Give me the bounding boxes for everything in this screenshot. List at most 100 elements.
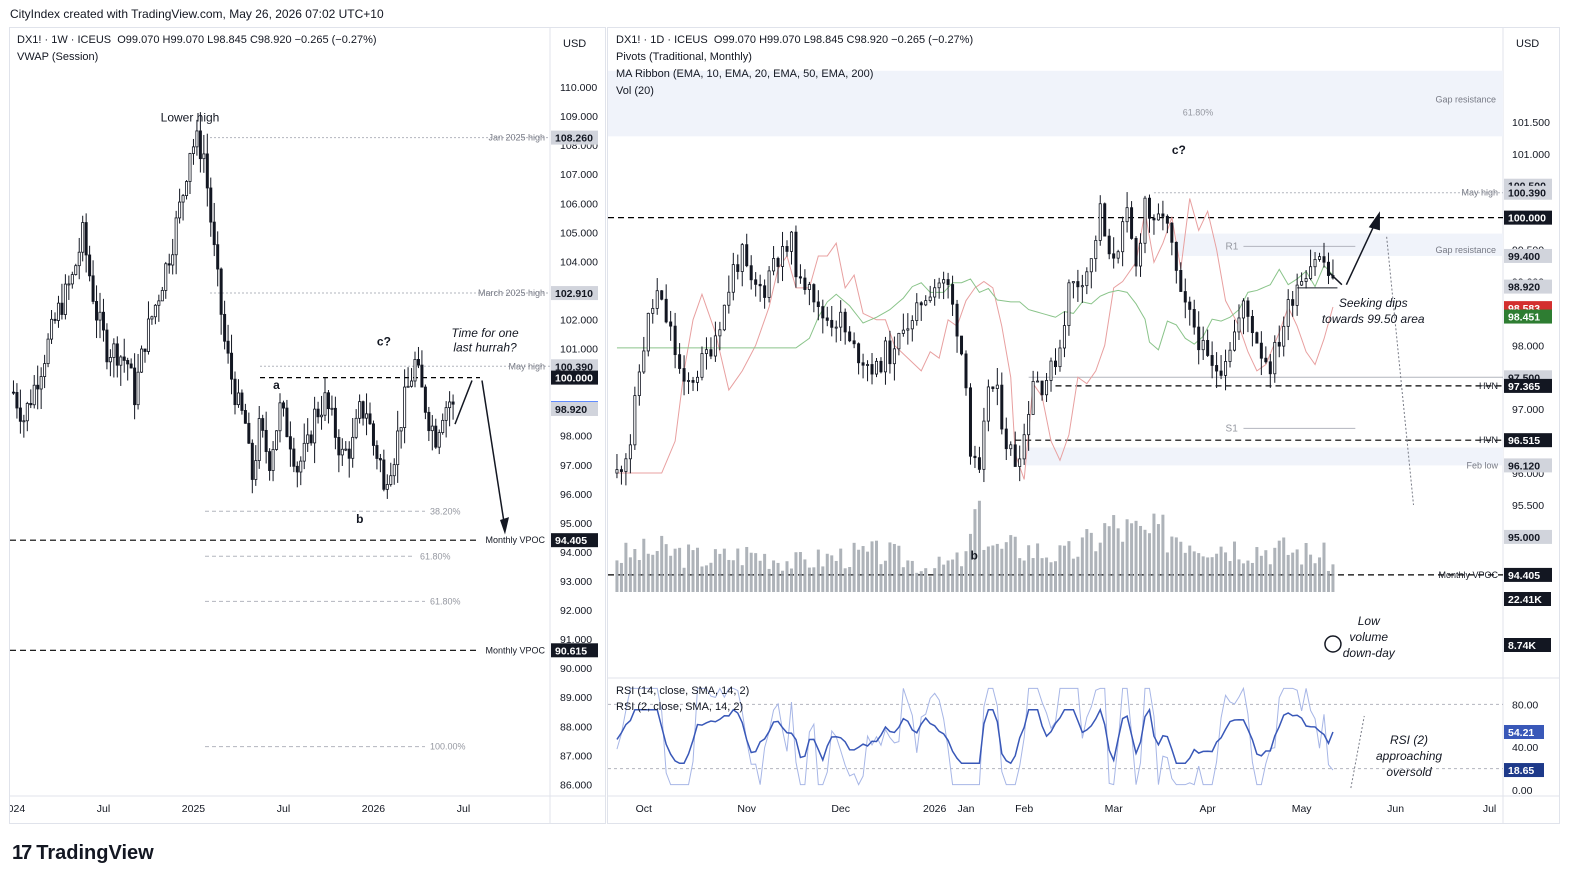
daily-candle-body [1210,355,1214,366]
daily-candle-body [1147,197,1151,219]
daily-candle-body [816,301,820,308]
weekly-candle-body [420,364,424,388]
weekly-chart-panel[interactable]: 110.000 109.000 108.000 107.000 106.000 105.0… [2,27,606,824]
daily-volume-bar [924,568,928,592]
weekly-candle-body [333,407,337,438]
daily-volume-bar [919,571,923,592]
daily-price-box-text: 99.400 [1508,251,1540,263]
daily-candle-body [1080,285,1084,288]
daily-candle-body [1282,325,1286,347]
daily-volume-bar [843,568,847,592]
weekly-candle-body [140,348,144,373]
weekly-candle-body [195,130,199,148]
daily-low-volume-marker [1324,635,1342,653]
weekly-wave-c-label: c? [377,335,391,349]
daily-x-tick-label: Jun [1387,803,1404,815]
daily-volume-bar [955,552,959,592]
daily-volume-bar [763,553,767,592]
weekly-candle-body [326,392,330,410]
daily-volume-bar [1224,552,1228,592]
weekly-candle-body [306,434,310,444]
daily-volume-bar [861,546,865,592]
daily-volume-bar [633,549,637,592]
daily-fib-618-label: 61.80% [1183,107,1214,117]
daily-volume-bar [1130,523,1134,592]
daily-volume-bar [1313,563,1317,592]
daily-candle-body [866,364,870,366]
daily-volume-bar [1058,545,1062,592]
weekly-candle-body [29,403,33,406]
daily-candle-body [718,329,722,337]
tradingview-logo[interactable]: 17 TradingView [12,842,154,865]
daily-candle-body [830,319,834,328]
daily-candle-body [1259,342,1263,359]
daily-volume-bar [816,549,820,592]
daily-volume-bar [1165,552,1169,592]
weekly-candle-body [330,407,334,410]
weekly-candle-body [129,363,133,369]
weekly-chart-svg[interactable]: 110.000109.000108.000107.000106.000105.0… [2,28,605,823]
daily-volume-bar [624,542,628,592]
daily-chart-panel[interactable]: 101.500101.000100.500100.00099.50099.000… [607,27,1560,824]
daily-chart-svg[interactable]: 101.500101.000100.500100.00099.50099.000… [608,28,1559,823]
daily-candle-body [1009,444,1013,450]
weekly-candle-body [354,417,358,438]
weekly-candle-body [46,338,50,365]
daily-volume-bar [807,567,811,592]
daily-volume-bar [740,565,744,592]
daily-volume-box [1504,592,1551,606]
weekly-y-tick-label: 105.000 [560,227,598,239]
daily-candle-body [951,284,955,305]
daily-volume-bar [1062,545,1066,592]
daily-volume-bar [906,560,910,592]
daily-y-tick-label: 95.500 [1512,500,1544,512]
tradingview-brand: TradingView [36,842,154,864]
daily-candle-body [628,444,632,460]
daily-volume-bar [1277,540,1281,592]
daily-volume-bar [986,546,990,592]
daily-price-box [1504,529,1552,544]
daily-price-box-text: 97.365 [1508,381,1540,393]
weekly-y-tick-label: 89.000 [560,692,592,704]
weekly-fib_100-label: 100.00% [430,742,466,752]
weekly-candle-body [136,371,140,406]
weekly-wave-b-label: b [356,512,363,526]
weekly-x-tick-label: 2024 [10,803,25,815]
daily-volume-bar [1125,519,1129,592]
rsi2-value-box [1504,763,1544,778]
daily-candle-body [1103,203,1107,237]
daily-volume-bar [1045,557,1049,592]
daily-volume-box-text: 22.41K [1508,594,1542,606]
daily-y-tick-label: 101.500 [1512,117,1550,129]
weekly-y-tick-label: 109.000 [560,111,598,123]
weekly-candle-body [91,275,95,302]
daily-gap-resistance-label-2: Gap resistance [1435,245,1496,255]
daily-candle-body [910,320,914,330]
daily-candle-body [1237,317,1241,333]
daily-volume-bar [682,567,686,592]
daily-volume-bar [1156,524,1160,592]
daily-candle-body [1000,384,1004,430]
daily-volume-bar [718,553,722,592]
daily-volume-bar [1107,526,1111,592]
daily-candle-body [785,246,789,252]
daily-currency-label[interactable]: USD [1516,38,1540,50]
daily-candle-body [1027,414,1031,436]
daily-volume-bar [749,552,753,592]
daily-candle-body [673,325,677,356]
weekly-candle-body [371,423,375,446]
daily-volume-bar [1228,561,1232,592]
daily-volume-bar [1183,552,1187,592]
weekly-candle-body [98,311,102,321]
daily-candle-body [964,353,968,389]
daily-may-high-label: May high [1461,188,1498,198]
daily-volume-bar [1201,556,1205,592]
daily-x-tick-label: Jan [958,803,975,815]
weekly-price-box-text: 100.390 [555,361,593,373]
daily-candle-body [807,284,811,290]
daily-volume-bar [1318,557,1322,592]
daily-candle-body [736,264,740,272]
weekly-price-box-text: 102.910 [555,288,593,300]
weekly-currency-label[interactable]: USD [563,38,587,50]
daily-candle-body [1277,341,1281,347]
